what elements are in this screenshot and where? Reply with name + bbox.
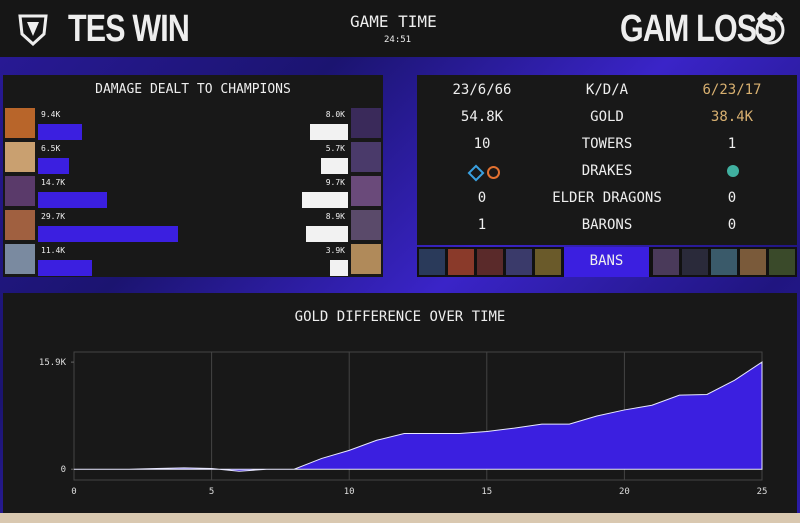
damage-label: 8.9K [325,212,345,221]
stat-label: DRAKES [581,163,633,179]
damage-bar [302,192,348,208]
stats-panel: 23/6/66 K/D/A 6/23/17 54.8K GOLD 38.4K 10 TOWER… [417,75,797,245]
bottom-strip [0,513,800,523]
damage-bar [38,158,69,174]
y-tick-label: 0 [61,465,66,475]
champion-portrait [351,142,381,172]
stat-label: GOLD [590,109,624,125]
stat-label: K/D/A [585,82,629,98]
drake-icon [487,166,500,179]
ban-portrait [740,249,766,275]
stat-red: 0 [727,190,737,206]
damage-label: 5.7K [325,144,345,153]
ban-portrait [711,249,737,275]
stat-blue: 10 [473,136,491,152]
damage-label: 8.0K [325,110,345,119]
champion-portrait [5,176,35,206]
x-tick-label: 10 [344,487,355,497]
ban-portrait [769,249,795,275]
ban-portrait [653,249,679,275]
champion-portrait [5,210,35,240]
damage-label: 3.9K [325,246,345,255]
stat-red: 38.4K [710,109,754,125]
damage-title: DAMAGE DEALT TO CHAMPIONS [95,82,291,97]
stat-blue: 0 [477,190,487,206]
game-time-title: GAME TIME [350,12,437,31]
x-tick-label: 15 [481,487,492,497]
bans-strip: BANS [417,247,797,277]
ban-portrait [477,249,503,275]
ban-portrait [448,249,474,275]
damage-bar [38,226,178,242]
stat-red: 1 [727,136,737,152]
header-bar [0,0,800,57]
damage-label: 6.5K [41,144,61,153]
chart-title: GOLD DIFFERENCE OVER TIME [295,309,506,325]
stat-label: BARONS [581,217,633,233]
game-time: 24:51 [384,35,412,45]
ban-portrait [506,249,532,275]
champion-portrait [5,142,35,172]
ban-portrait [419,249,445,275]
gold-area [74,361,763,472]
damage-label: 9.4K [41,110,61,119]
champion-portrait [351,108,381,138]
stat-red: 0 [727,217,737,233]
drake-icon [467,164,485,182]
stat-red: 6/23/17 [702,82,762,98]
ban-portrait [535,249,561,275]
damage-bar [38,260,92,276]
champion-portrait [351,244,381,274]
x-tick-label: 20 [619,487,630,497]
tes-logo [18,14,48,46]
bans-box [564,247,649,277]
x-tick-label: 5 [209,487,214,497]
stat-label: TOWERS [581,136,633,152]
damage-bar [310,124,348,140]
gam-logo [755,12,785,45]
damage-label: 29.7K [41,212,66,221]
damage-label: 11.4K [41,246,66,255]
stat-blue: 54.8K [460,109,504,125]
ban-portrait [682,249,708,275]
y-tick-label: 15.9K [39,358,67,368]
damage-bar [38,192,108,208]
stat-blue: 23/6/66 [452,82,512,98]
x-tick-label: 0 [71,487,76,497]
damage-label: 14.7K [41,178,66,187]
gold-chart: GOLD DIFFERENCE OVER TIME 0 5 10 15 20 25 0 15.… [39,309,768,497]
damage-bar [306,226,348,242]
champion-portrait [5,244,35,274]
damage-panel: DAMAGE DEALT TO CHAMPIONS 9.4K 6.5K 14.7K 2… [3,75,383,277]
damage-bar [321,158,348,174]
stat-blue: 1 [477,217,487,233]
champion-portrait [351,210,381,240]
drake-icon [727,165,739,177]
damage-bar [38,124,83,140]
damage-bar [329,260,348,276]
champion-portrait [5,108,35,138]
left-result: TES WIN [68,8,190,50]
damage-label: 9.7K [325,178,345,187]
right-result: GAM LOSS [620,8,777,50]
bans-label: BANS [589,253,624,269]
champion-portrait [351,176,381,206]
stat-label: ELDER DRAGONS [552,190,662,206]
x-tick-label: 25 [757,487,768,497]
